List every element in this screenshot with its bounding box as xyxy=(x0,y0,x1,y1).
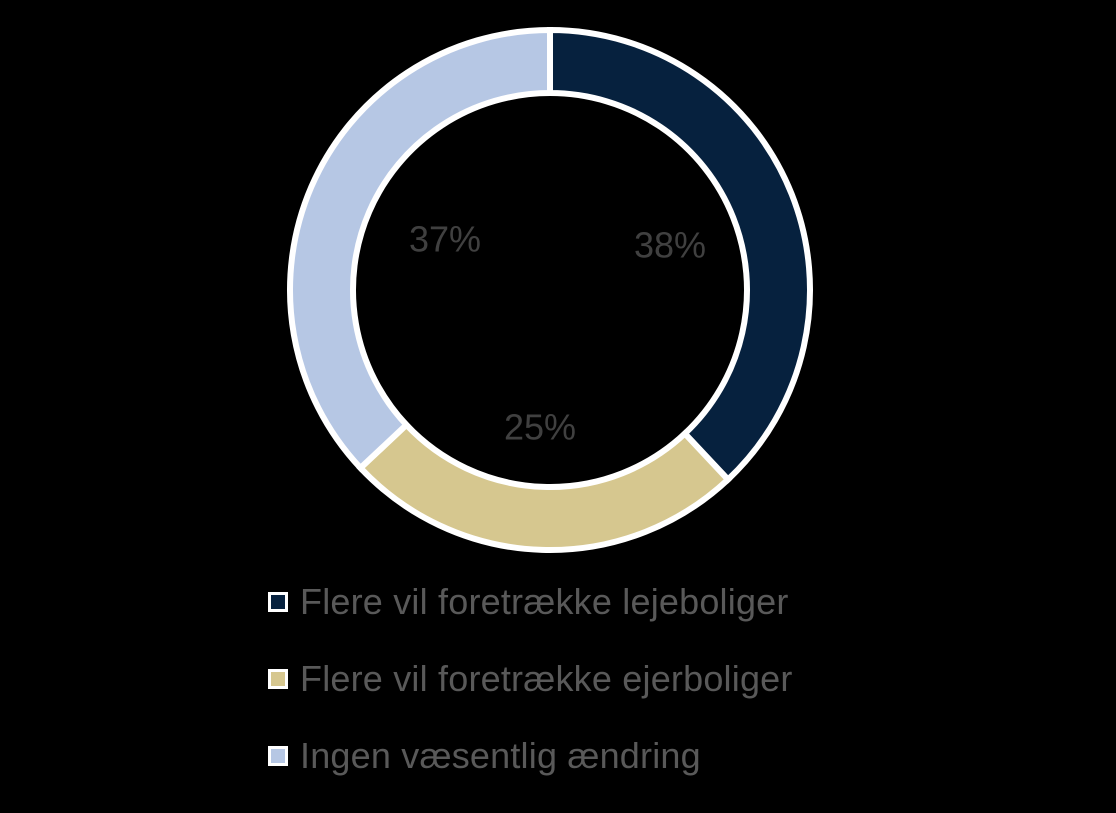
legend-item-ejerboliger: Flere vil foretrække ejerboliger xyxy=(268,655,988,703)
legend-swatch-ingen-aendring xyxy=(268,746,288,766)
donut-slice-lejeboliger xyxy=(547,26,813,484)
legend: Flere vil foretrække lejeboliger Flere v… xyxy=(268,578,988,809)
legend-label-lejeboliger: Flere vil foretrække lejeboliger xyxy=(300,581,789,622)
donut-data-labels: 38% 25% 37% xyxy=(409,219,706,448)
data-label-ejerboliger: 25% xyxy=(504,407,576,448)
legend-swatch-lejeboliger xyxy=(268,592,288,612)
donut-slices xyxy=(287,26,813,553)
legend-label-ingen-aendring: Ingen væsentlig ændring xyxy=(300,735,701,776)
data-label-ingen-aendring: 37% xyxy=(409,219,481,260)
legend-item-lejeboliger: Flere vil foretrække lejeboliger xyxy=(268,578,988,626)
donut-slice-ingen-aendring xyxy=(287,26,553,473)
legend-label-ejerboliger: Flere vil foretrække ejerboliger xyxy=(300,658,793,699)
legend-item-ingen-aendring: Ingen væsentlig ændring xyxy=(268,732,988,780)
data-label-lejeboliger: 38% xyxy=(634,225,706,266)
legend-swatch-ejerboliger xyxy=(268,669,288,689)
